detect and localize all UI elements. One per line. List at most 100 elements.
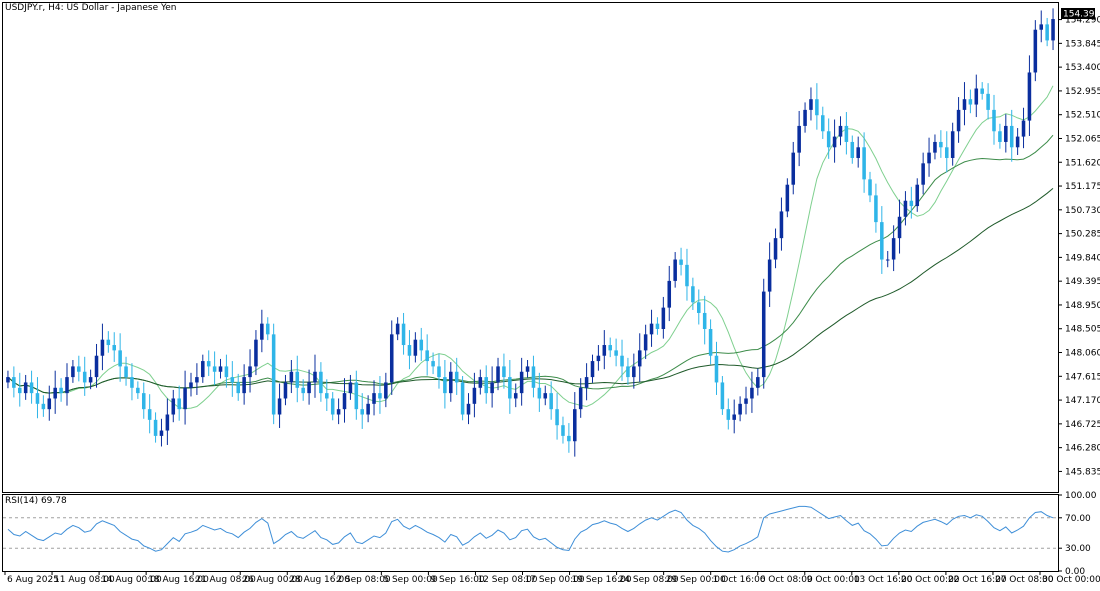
candle-body <box>915 184 920 207</box>
candle-body <box>354 382 359 410</box>
candle-body <box>1051 19 1055 41</box>
candle-body <box>785 184 790 212</box>
candle-body <box>118 350 122 367</box>
candle-body <box>720 382 725 410</box>
candle-body <box>401 323 406 346</box>
candle-body <box>265 323 270 335</box>
candle-body <box>880 222 884 260</box>
time-axis-label: 11 Aug 08:00 <box>54 575 115 585</box>
candle-body <box>77 366 81 372</box>
price-axis-label: 150.285 <box>1065 230 1100 240</box>
candle-body <box>1045 24 1049 41</box>
candle-body <box>254 339 258 367</box>
candle-body <box>23 382 28 394</box>
candle-body <box>183 387 187 410</box>
candle-body <box>195 377 199 383</box>
candle-body <box>561 425 565 436</box>
time-axis-label: 6 Oct 08:00 <box>760 575 813 585</box>
candle-body <box>490 382 494 394</box>
candle-body <box>443 377 447 394</box>
candle-body <box>531 366 536 388</box>
price-axis-label: 153.845 <box>1065 39 1100 49</box>
candle-body <box>939 141 943 148</box>
candle-body <box>431 361 435 367</box>
last-price-tag: 154.395 <box>1061 8 1100 20</box>
candle-body <box>82 371 87 383</box>
candle-body <box>1004 125 1008 142</box>
candle-body <box>466 403 471 415</box>
candle-body <box>124 366 128 378</box>
candle-body <box>826 131 831 148</box>
price-axis-label: 149.395 <box>1065 277 1100 287</box>
time-axis-label: 24 Sep 08:00 <box>619 575 679 585</box>
candle-body <box>620 355 624 367</box>
time-axis-label: 28 Aug 16:00 <box>289 575 350 585</box>
candlestick-series <box>6 8 1055 457</box>
candle-body <box>980 88 984 94</box>
candle-body <box>384 382 388 399</box>
candle-body <box>41 403 46 410</box>
candle-body <box>372 393 376 404</box>
price-pane[interactable] <box>2 2 1059 493</box>
last-price-tag-box <box>1061 8 1095 19</box>
candle-body <box>230 377 235 383</box>
price-axis: 154.290 153.845 153.400 152.955 152.510 152.0… <box>1058 16 1100 477</box>
candle-body <box>974 88 979 105</box>
candle-body <box>962 99 967 110</box>
candle-body <box>206 361 211 367</box>
candle-body <box>691 286 695 303</box>
candle-body <box>590 361 595 378</box>
candle-body <box>584 377 589 388</box>
candle-body <box>502 366 506 378</box>
candle-body <box>637 350 642 367</box>
candle-body <box>673 259 677 281</box>
time-axis-label: 2 Sep 08:00 <box>336 575 391 585</box>
time-axis-label: 22 Oct 16:00 <box>948 575 1007 585</box>
candle-body <box>6 377 10 383</box>
candle-body <box>94 355 99 378</box>
candle-body <box>626 366 630 378</box>
last-price-label: 154.395 <box>1063 10 1100 20</box>
candle-body <box>797 125 801 153</box>
price-axis-label: 153.400 <box>1065 63 1100 73</box>
candle-body <box>643 334 648 351</box>
candle-body <box>189 382 193 388</box>
candle-body <box>141 393 146 410</box>
time-axis-label: 9 Oct 00:00 <box>807 575 860 585</box>
candle-body <box>667 280 672 308</box>
candle-body <box>519 371 524 394</box>
candle-body <box>702 312 707 329</box>
price-axis-label: 146.280 <box>1065 444 1100 454</box>
candle-body <box>632 366 636 378</box>
candle-body <box>212 366 217 372</box>
candle-body <box>821 115 825 132</box>
candle-body <box>832 136 837 148</box>
candle-body <box>1039 24 1044 30</box>
candle-body <box>909 200 914 207</box>
candle-body <box>112 345 117 351</box>
candle-body <box>342 393 347 410</box>
time-axis-label: 9 Sep 16:00 <box>430 575 485 585</box>
time-axis-label: 12 Sep 08:00 <box>477 575 537 585</box>
candle-body <box>260 323 264 340</box>
candle-body <box>336 409 341 415</box>
candle-body <box>17 387 22 394</box>
price-axis-label: 148.950 <box>1065 301 1100 311</box>
ma-fast-line <box>7 85 1054 410</box>
rsi-pane[interactable] <box>2 494 1059 572</box>
price-axis-label: 151.175 <box>1065 182 1100 192</box>
candle-body <box>330 398 335 415</box>
candle-body <box>992 109 996 132</box>
candle-body <box>389 334 394 383</box>
time-axis-label: 13 Oct 16:00 <box>854 575 913 585</box>
candle-body <box>419 339 424 351</box>
candle-body <box>313 371 317 383</box>
candle-body <box>65 377 69 394</box>
price-axis-label: 145.835 <box>1065 467 1100 477</box>
candle-body <box>891 238 896 260</box>
candle-body <box>360 409 364 415</box>
candle-body <box>283 382 288 399</box>
candle-body <box>35 393 40 404</box>
candle-body <box>136 387 140 394</box>
